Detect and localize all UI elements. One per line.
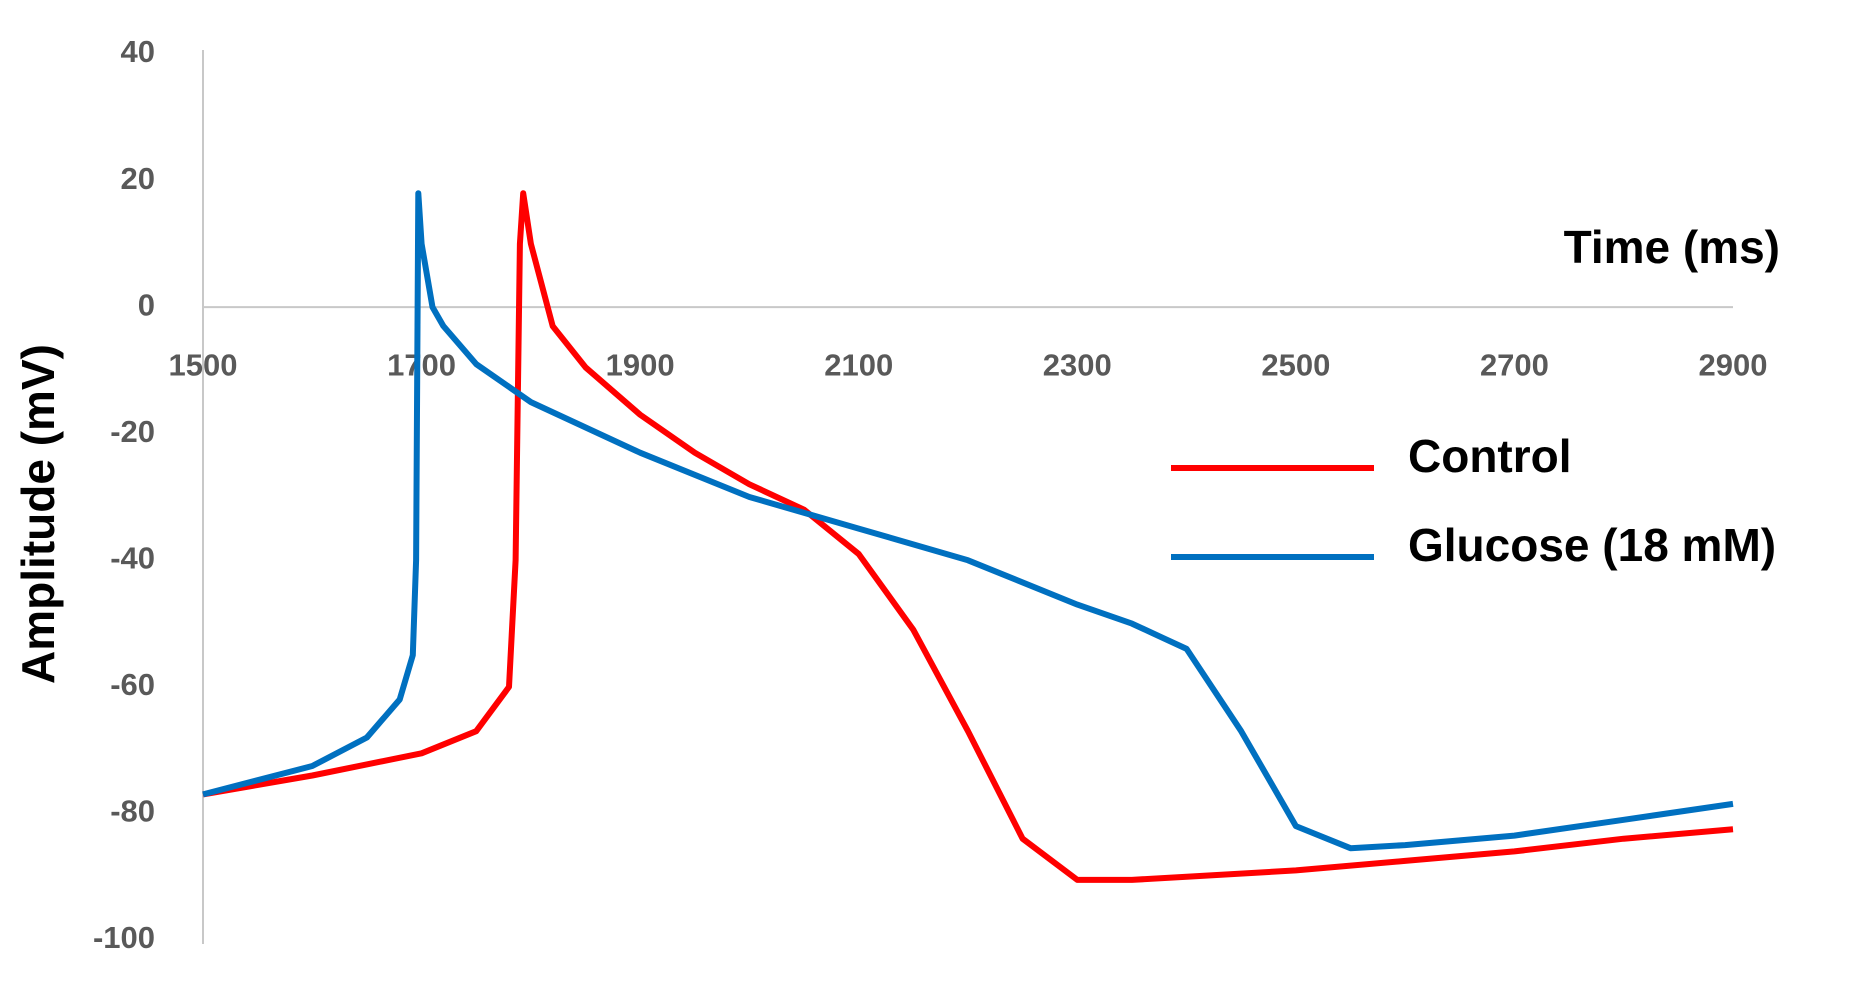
x-tick-label: 2300 [1043, 347, 1112, 382]
y-tick-label: 20 [121, 161, 155, 196]
x-tick-label: 2900 [1699, 347, 1768, 382]
x-tick-label: 2100 [824, 347, 893, 382]
x-tick-label: 1900 [606, 347, 675, 382]
legend-label: Glucose (18 mM) [1408, 519, 1776, 571]
x-axis-title: Time (ms) [1564, 221, 1780, 273]
y-tick-label: 0 [138, 287, 155, 322]
y-tick-label: -60 [110, 667, 155, 702]
x-tick-label: 2500 [1261, 347, 1330, 382]
x-tick-label: 1500 [169, 347, 238, 382]
legend-label: Control [1408, 430, 1572, 482]
series-line [202, 190, 1734, 883]
y-tick-label: -80 [110, 794, 155, 829]
x-tick-label: 1700 [387, 347, 456, 382]
series-line [202, 190, 1734, 852]
y-tick-label: 40 [121, 34, 155, 69]
y-tick-label: -40 [110, 540, 155, 575]
y-tick-label: -20 [110, 414, 155, 449]
x-tick-label: 2700 [1480, 347, 1549, 382]
y-tick-label: -100 [93, 920, 155, 955]
y-axis-title: Amplitude (mV) [12, 344, 64, 684]
